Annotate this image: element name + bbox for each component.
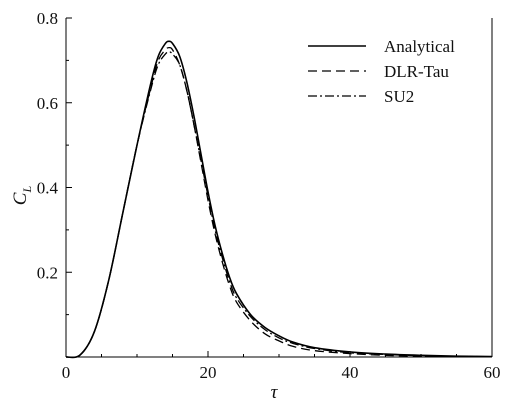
y-tick-label: 0.6 [37,94,58,113]
y-tick-label: 0.4 [37,179,59,198]
x-tick-label: 0 [62,363,71,382]
y-axis-label-subscript: L [20,186,34,194]
x-tick-label: 60 [484,363,501,382]
legend-label-analytical: Analytical [384,37,455,56]
legend-label-dlr-tau: DLR-Tau [384,62,449,81]
y-axis-label-main: C [10,192,31,205]
axes: 0 20 40 60 0.2 0.4 0.6 0.8 τ CL [10,9,501,403]
legend: Analytical DLR-Tau SU2 [308,37,455,106]
legend-label-su2: SU2 [384,87,414,106]
series-layer [65,40,493,359]
x-tick-label: 40 [342,363,359,382]
y-axis-label: CL [10,186,34,206]
y-tick-label: 0.2 [37,263,58,282]
x-tick-label: 20 [200,363,217,382]
series-line-analytical [65,40,493,359]
x-axis-label: τ [271,382,279,403]
series-line-dlr-tau [65,46,493,359]
y-tick-label: 0.8 [37,9,58,28]
series-line-su2 [65,51,493,359]
